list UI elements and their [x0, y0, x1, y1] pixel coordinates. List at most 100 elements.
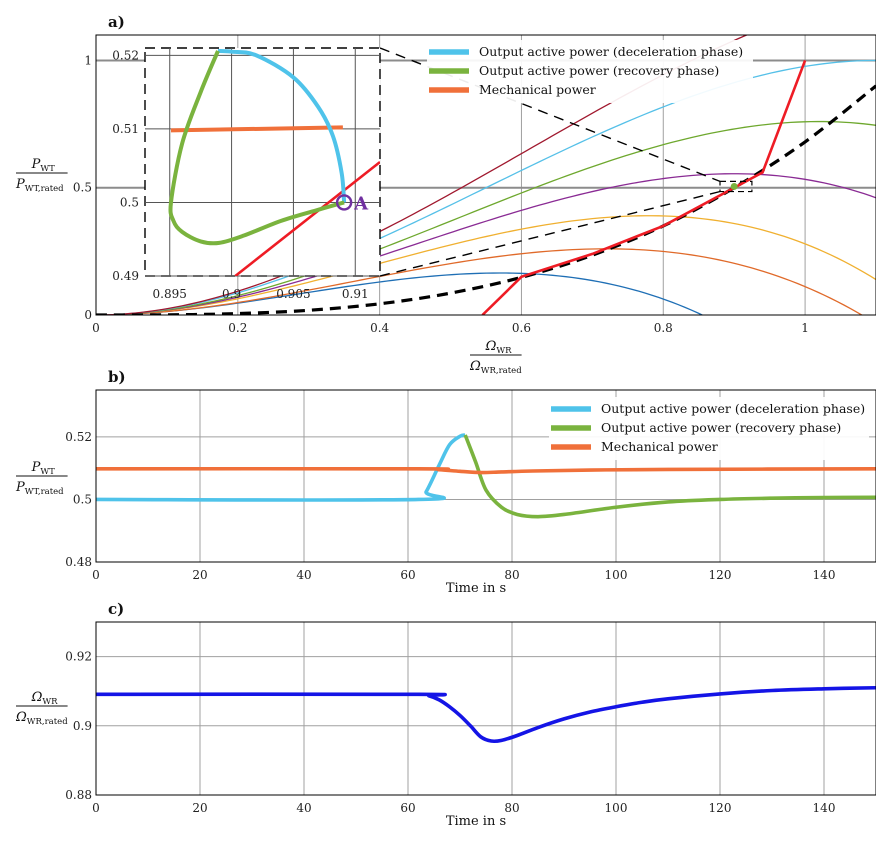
series-group [96, 35, 876, 315]
series-line [463, 434, 876, 519]
y-tick-label: 0.88 [65, 788, 92, 802]
legend-label: Output active power (deceleration phase) [479, 44, 743, 59]
power-curve-line [96, 248, 864, 315]
x-axis-label: ΩWR ΩWR,rated [469, 339, 522, 376]
x-tick-label: 20 [192, 801, 207, 815]
panel-1: 0 0.2 0.4 0.6 0.8 100.51a)0.895 0.9 0.905 0.910.… [73, 13, 876, 335]
inset-limit-line [234, 160, 380, 276]
x-tick-label: 120 [709, 568, 732, 582]
inset-frame [144, 47, 381, 277]
legend-box [427, 40, 753, 103]
inset-y-tick-label: 0.49 [112, 269, 139, 283]
y-tick-label: 0.48 [65, 555, 92, 569]
inset-mechanical-line [170, 125, 343, 133]
x-tick-label: 60 [400, 801, 415, 815]
series-group [96, 685, 876, 744]
x-axis-label-numerator: ΩWR [485, 339, 513, 356]
mppt-curve [96, 84, 876, 315]
x-tick-label: 100 [605, 568, 628, 582]
panel-label: c) [108, 600, 124, 618]
legend-label: Mechanical power [601, 439, 718, 454]
series-line [96, 685, 876, 744]
x-tick-label: 0 [92, 801, 100, 815]
power-curve-line [96, 120, 876, 315]
point-a-marker [335, 194, 353, 211]
x-tick-label: 140 [813, 568, 836, 582]
y-tick-label: 1 [84, 53, 92, 67]
plot-frame [95, 621, 876, 796]
legend: Output active power (deceleration phase)… [427, 40, 753, 103]
x-tick-label: 40 [296, 801, 311, 815]
x-tick-label: 0.8 [654, 321, 673, 335]
y-tick-label: 0.5 [73, 492, 92, 506]
y-axis-label: PWT PWT,rated [15, 157, 68, 194]
x-tick-label: 20 [192, 568, 207, 582]
x-tick-label: 80 [504, 568, 519, 582]
y-tick-label: 0.5 [73, 181, 92, 195]
plot-frame [95, 389, 876, 563]
x-tick-label: 40 [296, 568, 311, 582]
series-group [96, 433, 876, 519]
y-axis-label-denominator: PWT,rated [15, 480, 64, 497]
x-tick-label: 120 [709, 801, 732, 815]
x-tick-label: 0 [92, 321, 100, 335]
power-curve-line [96, 35, 749, 315]
y-axis-label-numerator: ΩWR [31, 690, 59, 707]
x-tick-label: 1 [801, 321, 809, 335]
legend: Output active power (deceleration phase)… [549, 397, 869, 460]
plot-frame [95, 34, 876, 316]
operating-point-marker [730, 182, 738, 190]
legend-label: Output active power (deceleration phase) [601, 401, 865, 416]
legend-label: Output active power (recovery phase) [479, 63, 719, 78]
panel-label: b) [108, 368, 126, 386]
panel-2: 0 20 40 60 80 100 120 140 0.48 0.5 0.52 b) Output ac… [65, 368, 876, 596]
power-curve-line [96, 215, 876, 315]
inset-series [168, 48, 380, 276]
y-axis-label-denominator: ΩWR,rated [15, 710, 68, 727]
y-axis-label-numerator: PWT [31, 157, 55, 174]
series-line [96, 466, 876, 475]
inset-y-tick-label: 0.52 [112, 48, 139, 62]
inset-chart: 0.895 0.9 0.905 0.91 0.49 0.5 0.51 0.52 A [112, 47, 381, 301]
x-axis-label: Time in s [446, 814, 506, 829]
zoom-connector [379, 190, 721, 277]
x-tick-label: 60 [400, 568, 415, 582]
y-axis-label-denominator: PWT,rated [15, 177, 64, 194]
panel-label: a) [108, 13, 125, 31]
inset-y-tick-label: 0.5 [120, 195, 139, 209]
x-tick-label: 80 [504, 801, 519, 815]
legend-label: Output active power (recovery phase) [601, 420, 841, 435]
power-curve-line [96, 59, 876, 315]
series-line [96, 433, 466, 502]
inset-y-tick-label: 0.51 [112, 122, 139, 136]
x-tick-label: 0 [92, 568, 100, 582]
x-axis-label: Time in s [446, 581, 506, 596]
legend-box [549, 397, 869, 460]
x-tick-label: 0.2 [228, 321, 247, 335]
panel-3: 0 20 40 60 80 100 120 140 0.88 0.9 0.92 c) Time in s [65, 600, 876, 829]
y-axis-label: PWT PWT,rated [15, 460, 68, 497]
x-axis-label-denominator: ΩWR,rated [469, 359, 522, 376]
y-axis-label-numerator: PWT [31, 460, 55, 477]
inset-deceleration-line [217, 48, 347, 203]
inset-x-tick-label: 0.895 [153, 287, 187, 301]
legend-label: Mechanical power [479, 82, 596, 97]
x-tick-label: 100 [605, 801, 628, 815]
x-tick-label: 140 [813, 801, 836, 815]
y-axis-label: ΩWR ΩWR,rated [15, 690, 68, 727]
y-tick-label: 0.9 [73, 719, 92, 733]
y-tick-label: 0.92 [65, 650, 92, 664]
point-a-label: A [353, 193, 369, 214]
inset-x-tick-label: 0.905 [276, 287, 310, 301]
operating-limit-line [481, 59, 807, 315]
y-tick-label: 0 [84, 308, 92, 322]
x-tick-label: 0.4 [370, 321, 389, 335]
inset-x-tick-label: 0.91 [342, 287, 369, 301]
y-tick-label: 0.52 [65, 430, 92, 444]
plot-area [96, 622, 876, 795]
inset-recovery-line [168, 50, 345, 246]
inset-x-tick-label: 0.9 [222, 287, 241, 301]
x-tick-label: 0.6 [512, 321, 531, 335]
